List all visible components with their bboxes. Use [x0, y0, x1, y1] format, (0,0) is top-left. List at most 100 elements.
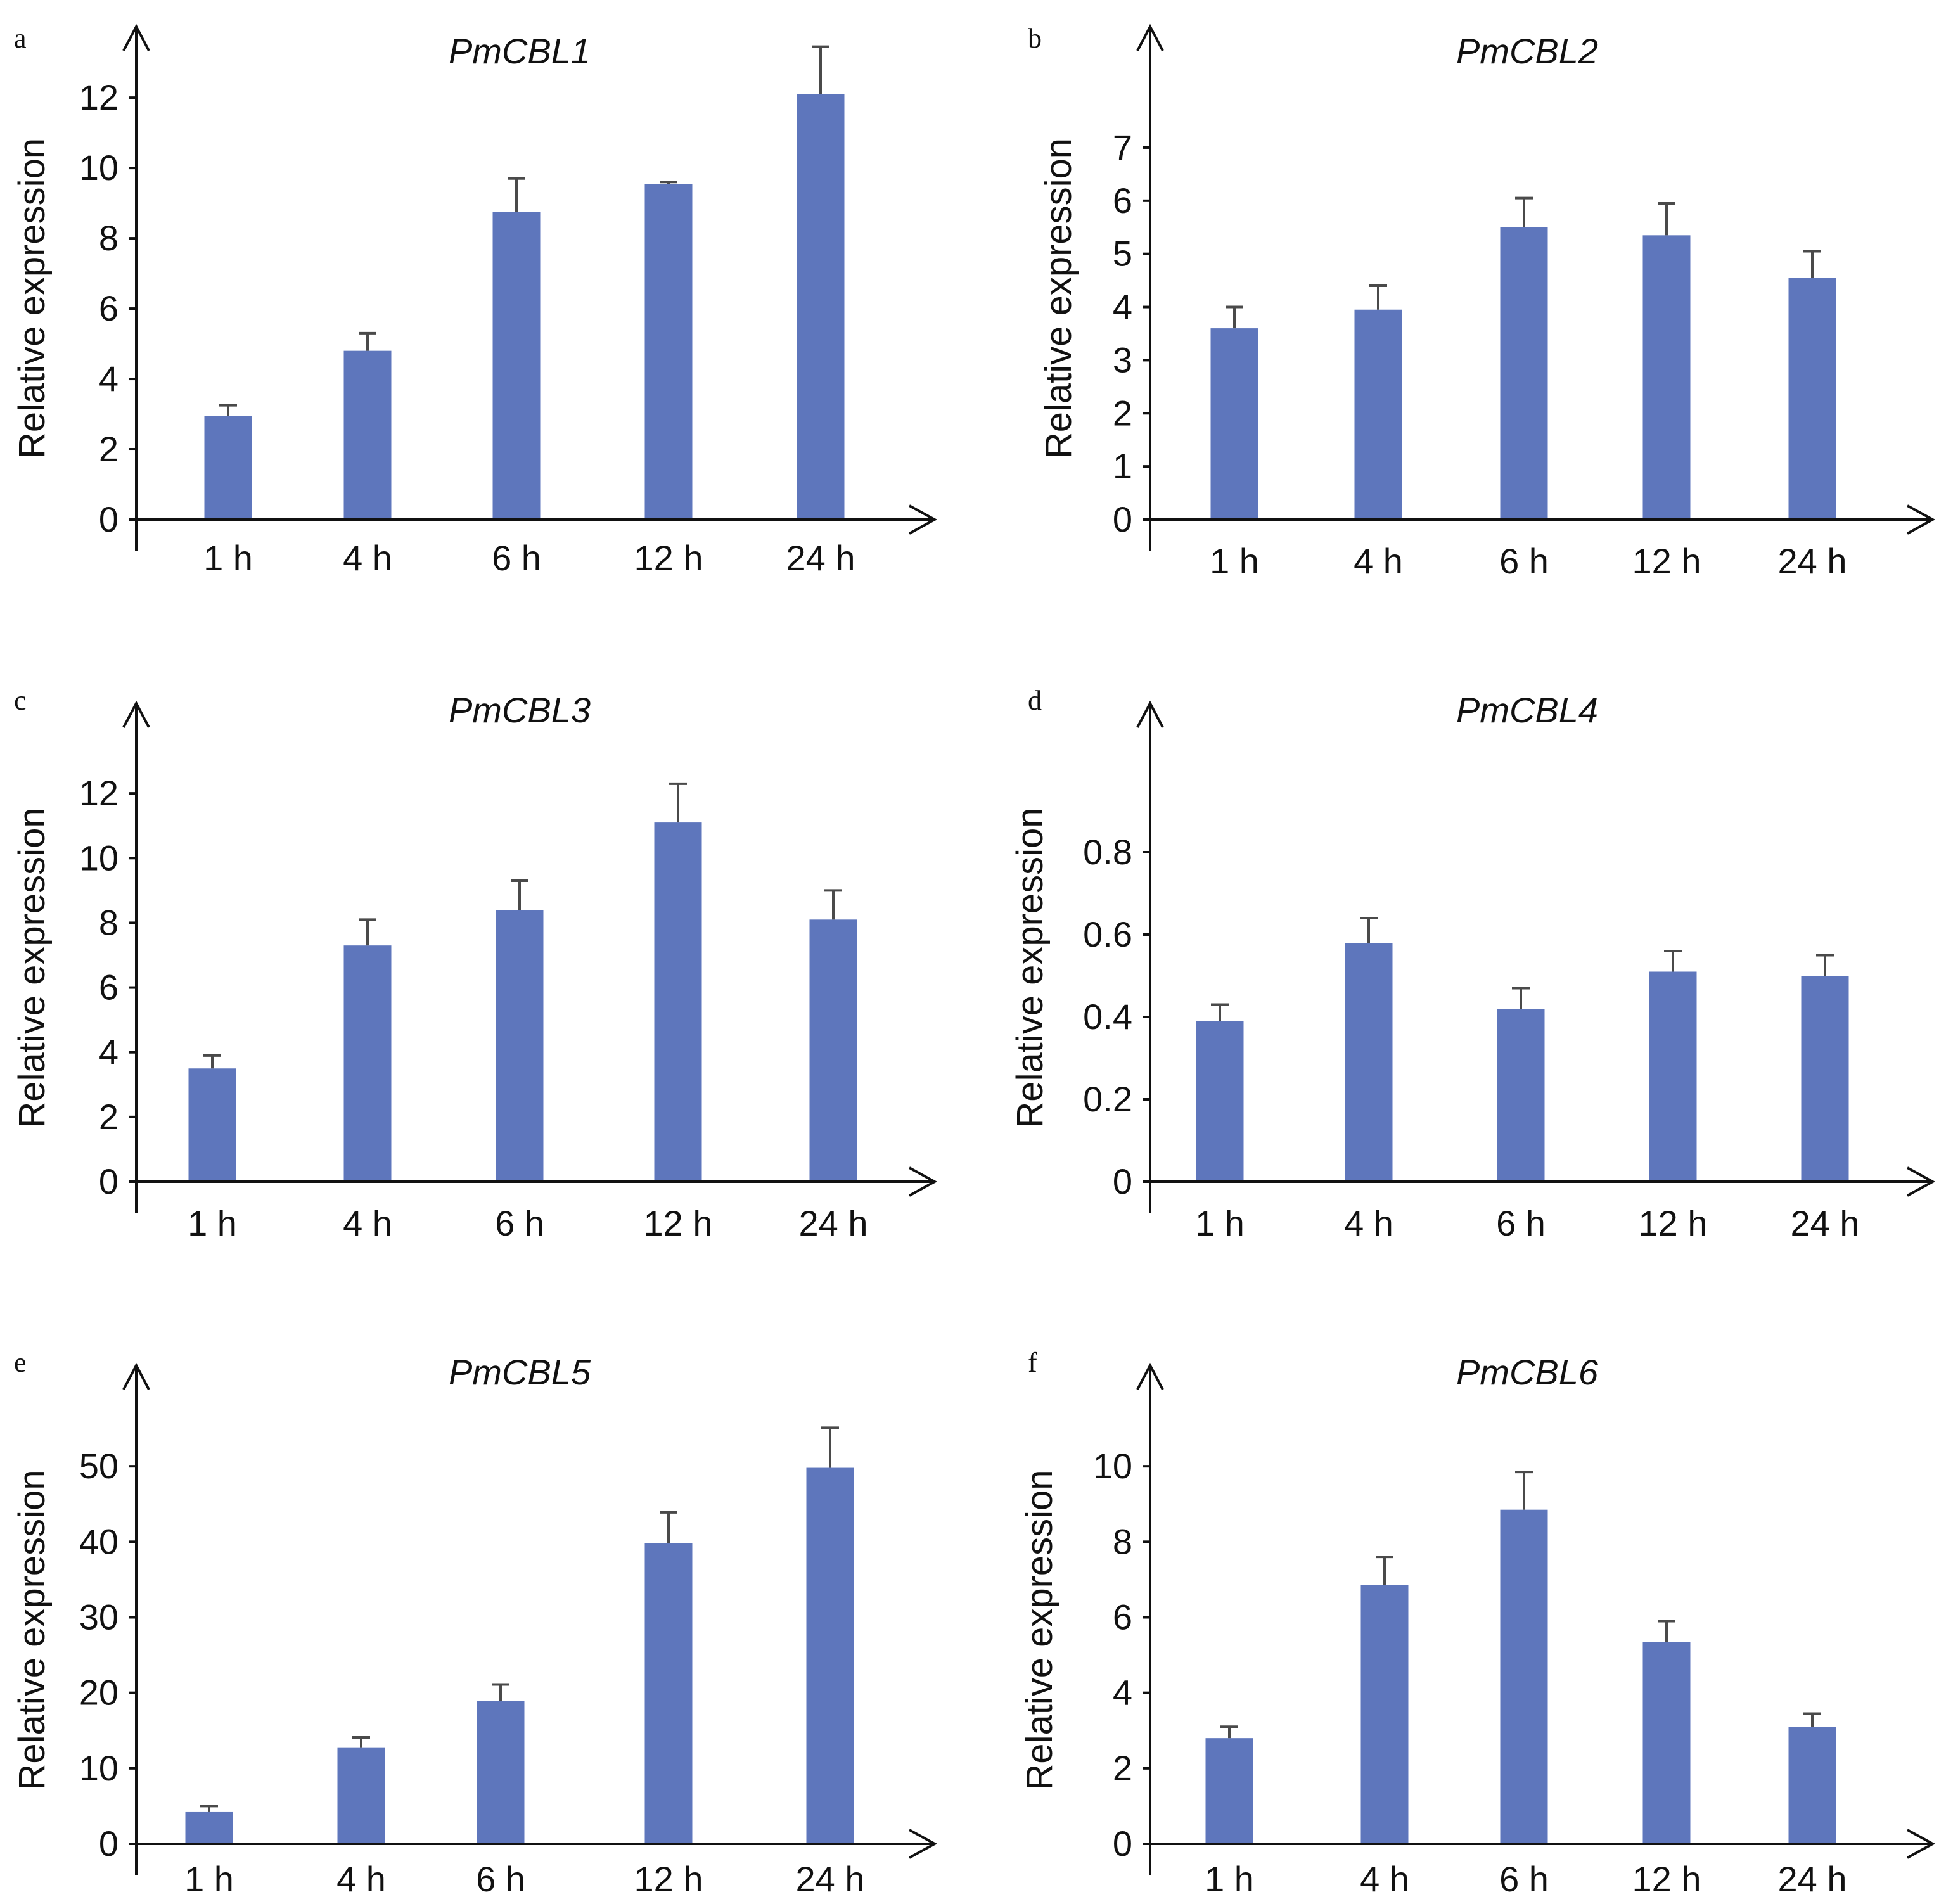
x-tick-label: 24 h [1791, 1203, 1860, 1243]
bar [1642, 235, 1691, 520]
chart-panel-c: c PmCBL3 Relative expression 0 2 4 6 8 10 12 1 h 4 … [11, 685, 938, 1243]
x-tick-label: 1 h [1210, 541, 1259, 581]
panel-letter: c [14, 685, 27, 716]
x-tick-label: 6 h [1499, 1859, 1549, 1899]
y-tick-label: 6 [99, 968, 118, 1007]
y-tick-label: 0 [1113, 499, 1132, 539]
y-tick-label: 30 [79, 1597, 118, 1637]
bar [1205, 1738, 1253, 1844]
bar [1500, 227, 1548, 520]
y-tick-label: 1 [1113, 446, 1132, 486]
y-tick-label: 4 [1113, 287, 1132, 327]
x-tick-label: 12 h [634, 538, 703, 578]
y-tick-label: 0 [1113, 1161, 1132, 1201]
y-tick-label: 2 [99, 1097, 118, 1137]
bar [654, 822, 702, 1182]
bar [1360, 1585, 1409, 1844]
x-tick-label: 6 h [495, 1203, 544, 1243]
panel-letter: d [1028, 685, 1042, 716]
y-tick-label: 0 [99, 499, 118, 539]
y-tick-label: 5 [1113, 234, 1132, 274]
x-axis-arrow [909, 1166, 938, 1197]
y-tick-label: 0.8 [1083, 832, 1132, 872]
bar [1642, 1642, 1691, 1844]
x-axis-arrow [1907, 1166, 1936, 1197]
y-tick-label: 3 [1113, 340, 1132, 380]
y-tick-label: 0 [1113, 1824, 1132, 1863]
y-axis-arrow [1136, 23, 1164, 51]
y-axis-arrow [122, 700, 150, 728]
x-tick-label: 4 h [343, 538, 392, 578]
bar [1196, 1021, 1244, 1182]
bar [1788, 1727, 1836, 1844]
y-tick-label: 4 [1113, 1673, 1132, 1713]
x-tick-label: 4 h [1360, 1859, 1409, 1899]
panel-letter: f [1028, 1347, 1037, 1378]
x-axis-arrow [909, 1829, 938, 1859]
bar [343, 350, 392, 520]
bar [809, 919, 857, 1182]
y-tick-label: 50 [79, 1446, 118, 1486]
y-axis-title: Relative expression [1038, 138, 1079, 459]
y-tick-label: 10 [79, 1748, 118, 1788]
x-tick-label: 24 h [1778, 1859, 1847, 1899]
bar [188, 1068, 236, 1182]
bar [1210, 328, 1258, 520]
y-tick-label: 10 [79, 838, 118, 878]
chart-panel-f: f PmCBL6 Relative expression 0 2 4 6 8 10 1 h 4 h 6… [1019, 1347, 1936, 1899]
y-axis-arrow [122, 23, 150, 51]
x-tick-label: 12 h [1639, 1203, 1708, 1243]
x-tick-label: 12 h [1632, 541, 1701, 581]
bar [1497, 1009, 1545, 1182]
chart-title: PmCBL4 [1456, 690, 1598, 730]
y-tick-label: 6 [1113, 181, 1132, 220]
bar [204, 416, 252, 520]
x-tick-label: 1 h [188, 1203, 237, 1243]
y-tick-label: 2 [99, 429, 118, 469]
bar [477, 1701, 525, 1844]
y-tick-label: 40 [79, 1521, 118, 1561]
y-tick-label: 8 [1113, 1521, 1132, 1561]
y-tick-label: 0 [99, 1824, 118, 1863]
y-axis-arrow [1136, 700, 1164, 728]
bar [1801, 976, 1849, 1182]
chart-title: PmCBL1 [449, 31, 591, 71]
chart-title: PmCBL2 [1456, 31, 1598, 71]
x-axis-arrow [909, 504, 938, 535]
x-tick-label: 4 h [1354, 541, 1403, 581]
x-tick-label: 24 h [786, 538, 855, 578]
x-tick-label: 24 h [799, 1203, 868, 1243]
x-tick-label: 12 h [1632, 1859, 1701, 1899]
chart-panel-d: d PmCBL4 Relative expression 0 0.2 0.4 0.6 0.8 1… [1009, 685, 1936, 1243]
x-tick-label: 12 h [634, 1859, 703, 1899]
x-tick-label: 4 h [336, 1859, 386, 1899]
y-tick-label: 2 [1113, 393, 1132, 433]
y-tick-label: 0.6 [1083, 914, 1132, 954]
y-tick-label: 0.4 [1083, 997, 1132, 1037]
y-axis-arrow [1136, 1362, 1164, 1390]
x-tick-label: 6 h [1496, 1203, 1546, 1243]
bar [806, 1467, 854, 1844]
y-axis-title: Relative expression [1009, 807, 1051, 1128]
y-tick-label: 12 [79, 77, 118, 117]
panel-letter: a [14, 23, 27, 54]
chart-panel-e: e PmCBL5 Relative expression 0 10 20 30 40 50 1 h… [11, 1347, 938, 1899]
x-tick-label: 4 h [343, 1203, 392, 1243]
y-tick-label: 20 [79, 1673, 118, 1713]
y-axis-arrow [122, 1362, 150, 1390]
chart-title: PmCBL5 [449, 1352, 591, 1392]
y-tick-label: 8 [99, 218, 118, 258]
bar [343, 945, 392, 1182]
bar [644, 184, 693, 520]
x-tick-label: 24 h [1778, 541, 1847, 581]
bar [496, 910, 544, 1182]
panel-letter: b [1028, 23, 1042, 54]
x-tick-label: 6 h [492, 538, 541, 578]
panel-letter: e [14, 1347, 27, 1378]
y-tick-label: 4 [99, 359, 118, 399]
y-tick-label: 4 [99, 1032, 118, 1072]
x-tick-label: 1 h [1195, 1203, 1245, 1243]
y-tick-label: 8 [99, 902, 118, 942]
bar [644, 1543, 693, 1844]
